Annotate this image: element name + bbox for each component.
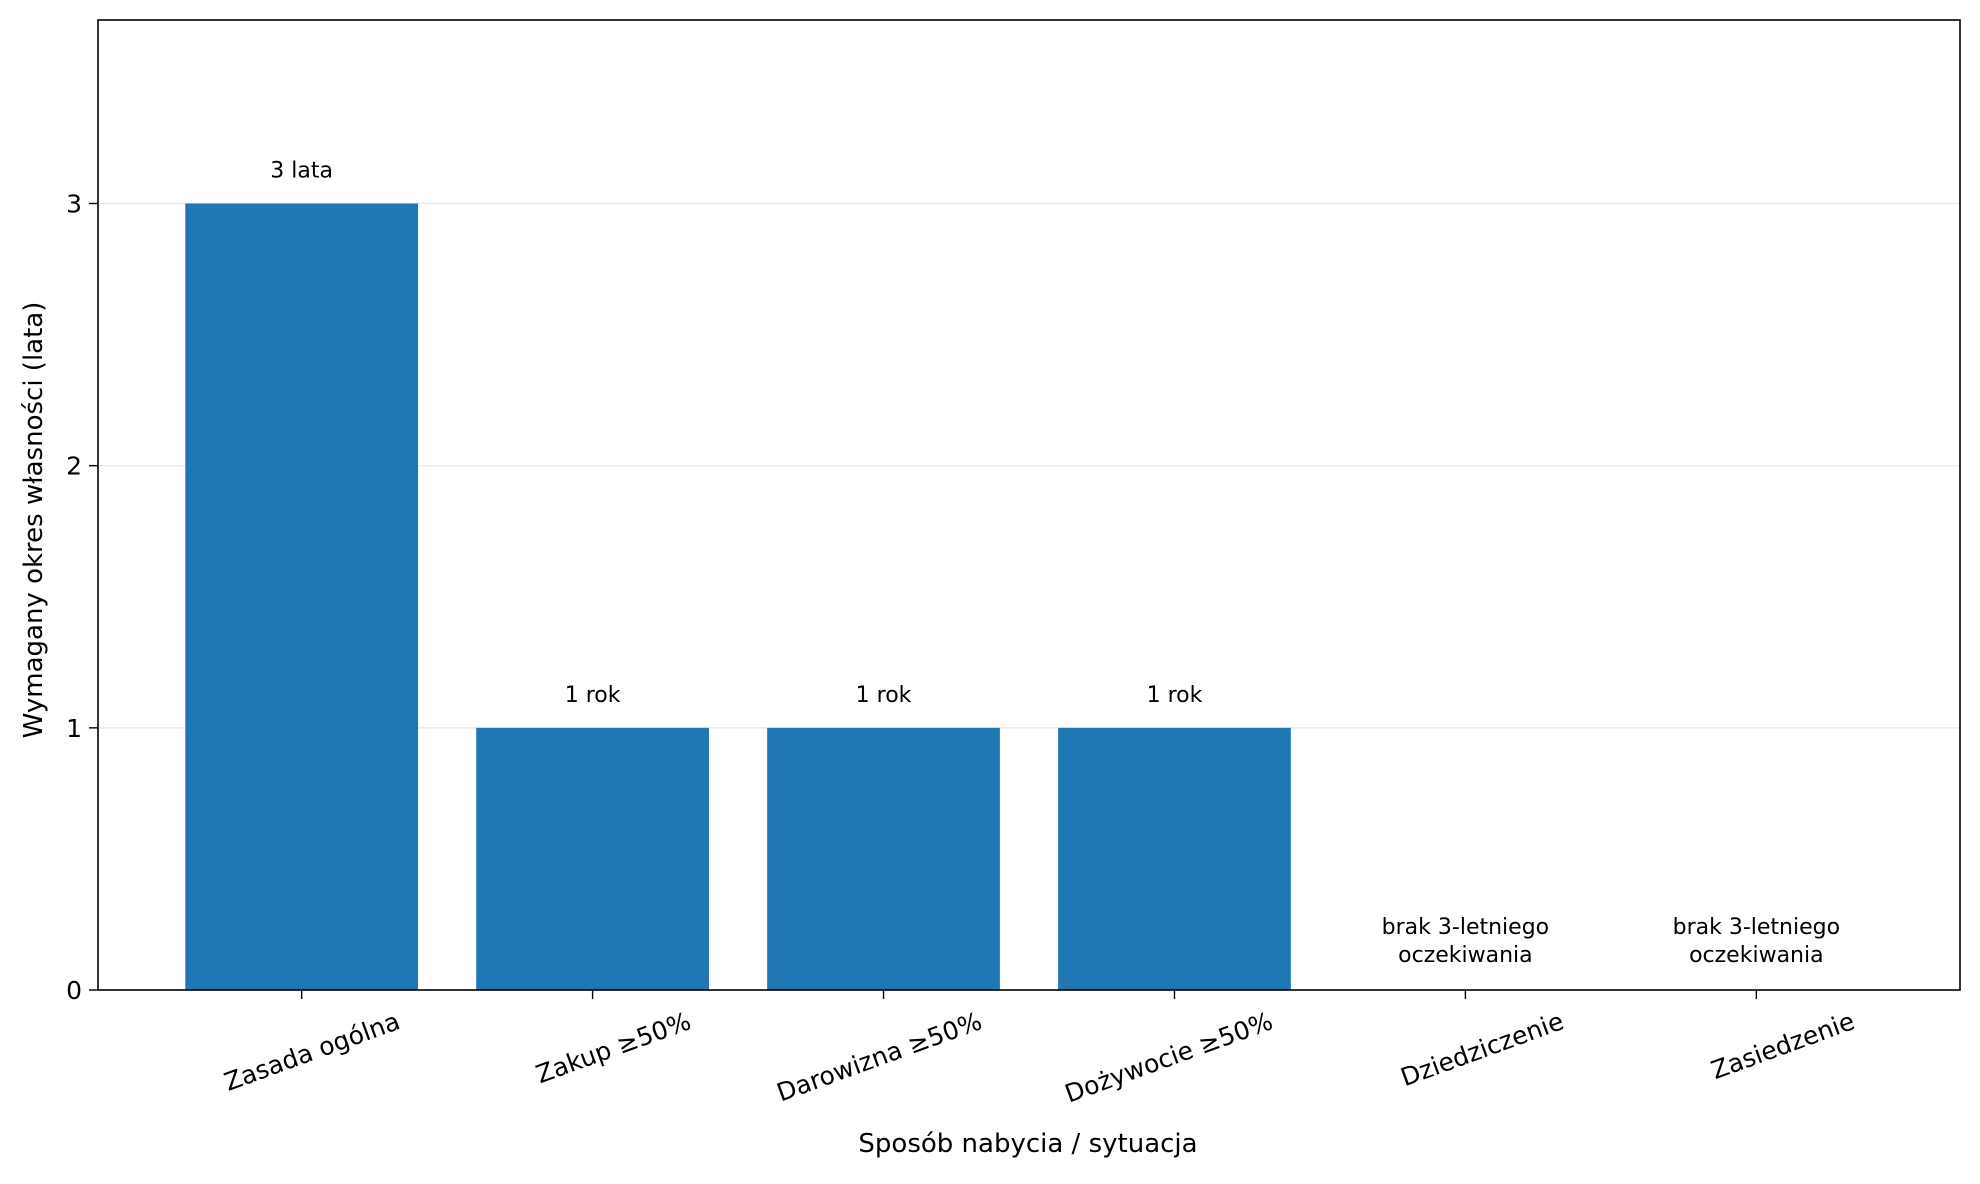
x-tick-label: Darowizna ≥50%	[773, 1006, 986, 1107]
y-tick-label: 3	[66, 190, 82, 219]
x-tick-label: Zasiedzenie	[1707, 1006, 1858, 1085]
x-tick-label: Dziedziczenie	[1397, 1006, 1568, 1092]
bar-value-label: oczekiwania	[1398, 943, 1533, 968]
y-axis-title: Wymagany okres własności (lata)	[19, 302, 49, 739]
bar-value-label: 3 lata	[270, 159, 333, 184]
x-tick-label: Zasada ogólna	[220, 1006, 403, 1096]
bars-layer	[185, 203, 1291, 990]
x-tick-label: Dożywocie ≥50%	[1061, 1006, 1276, 1108]
x-tick-label: Zakup ≥50%	[532, 1006, 694, 1089]
bar-value-label: brak 3-letniego	[1382, 915, 1549, 940]
bar-value-label: 1 rok	[1147, 683, 1203, 708]
x-axis-title: Sposób nabycia / sytuacja	[858, 1129, 1197, 1159]
y-tick-label: 2	[66, 452, 82, 481]
bar	[476, 727, 709, 990]
bar-value-label: 1 rok	[856, 683, 912, 708]
y-tick-label: 1	[66, 714, 82, 743]
bar	[185, 203, 419, 990]
bar	[767, 727, 1000, 990]
bar-value-label: 1 rok	[565, 683, 621, 708]
bar-value-label: oczekiwania	[1689, 943, 1824, 968]
bar-value-label: brak 3-letniego	[1673, 915, 1840, 940]
y-tick-label: 0	[66, 976, 82, 1005]
plot-frame	[97, 19, 1961, 991]
data-labels-layer: 3 lata 1 rok 1 rok 1 rok brak 3-letniego ocze…	[270, 159, 1840, 968]
bar	[1058, 727, 1291, 990]
